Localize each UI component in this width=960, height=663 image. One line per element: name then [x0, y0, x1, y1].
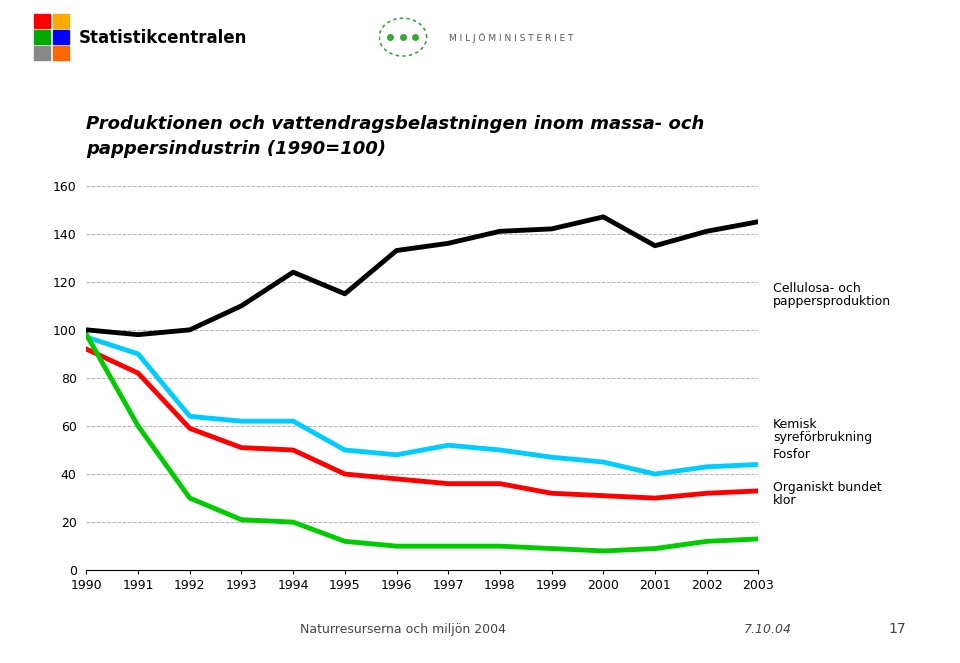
- Text: 17: 17: [888, 623, 905, 636]
- Bar: [53, 30, 68, 44]
- Text: Organiskt bundet: Organiskt bundet: [773, 481, 881, 494]
- Text: pappersindustrin (1990=100): pappersindustrin (1990=100): [86, 140, 386, 158]
- Text: syreförbrukning: syreförbrukning: [773, 431, 872, 444]
- Text: Kemisk: Kemisk: [773, 418, 817, 431]
- Bar: [34, 14, 50, 28]
- Bar: [34, 46, 50, 60]
- Text: Cellulosa- och: Cellulosa- och: [773, 282, 860, 295]
- Text: klor: klor: [773, 494, 796, 507]
- Bar: [53, 46, 68, 60]
- Text: Fosfor: Fosfor: [773, 448, 811, 461]
- Text: Produktionen och vattendragsbelastningen inom massa- och: Produktionen och vattendragsbelastningen…: [86, 115, 705, 133]
- Bar: [53, 14, 68, 28]
- Text: Naturresurserna och miljön 2004: Naturresurserna och miljön 2004: [300, 623, 506, 636]
- Text: Statistikcentralen: Statistikcentralen: [79, 29, 247, 48]
- Bar: [34, 30, 50, 44]
- Text: M I L J Ö M I N I S T E R I E T: M I L J Ö M I N I S T E R I E T: [449, 34, 574, 43]
- Text: pappersproduktion: pappersproduktion: [773, 295, 891, 308]
- Text: 7.10.04: 7.10.04: [744, 623, 792, 636]
